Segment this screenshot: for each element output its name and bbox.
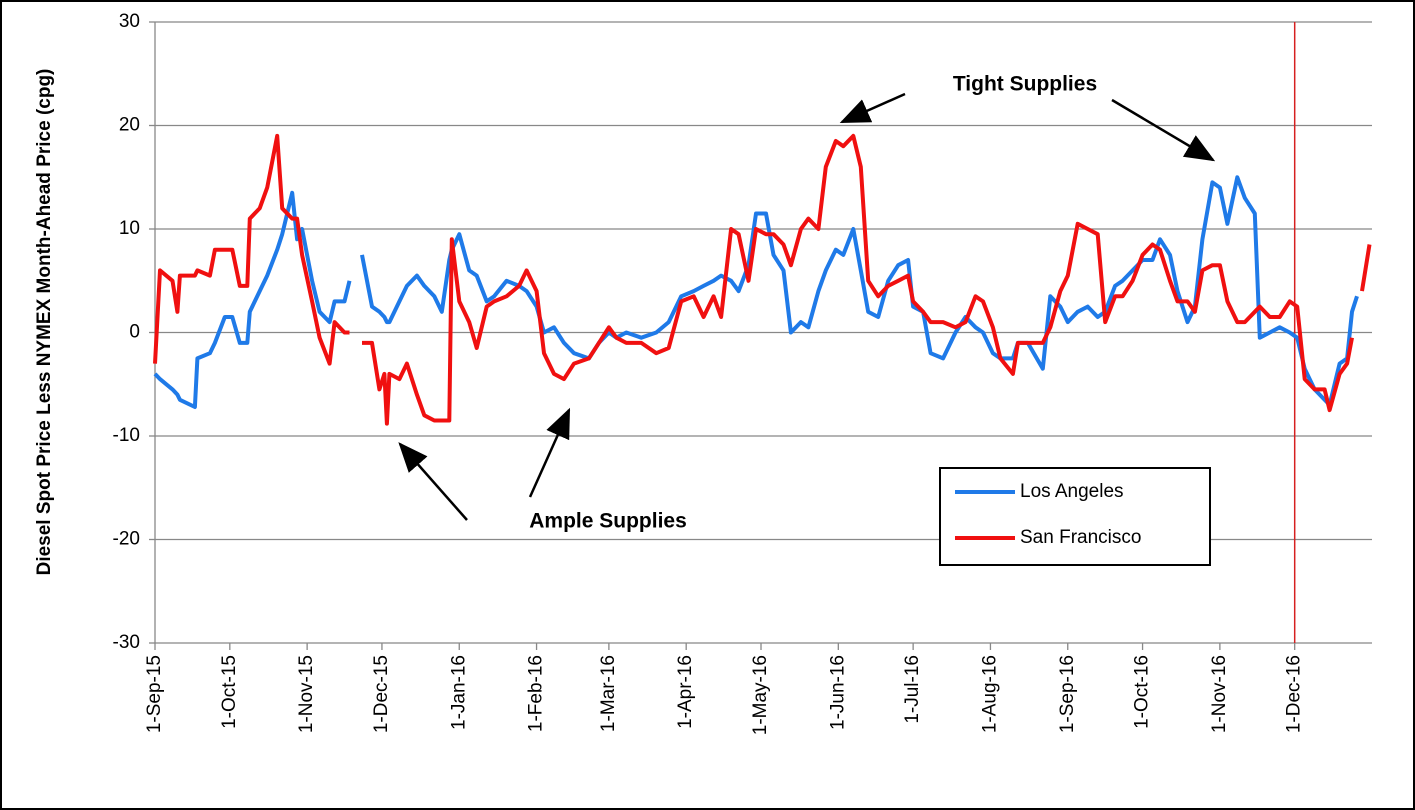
x-tick-label: 1-Mar-16 [598, 655, 619, 732]
legend-box [939, 467, 1211, 566]
legend-label: San Francisco [1020, 527, 1141, 548]
x-tick-label: 1-Nov-15 [296, 655, 317, 733]
y-tick-label: -10 [113, 425, 140, 446]
y-tick-label: -20 [113, 529, 140, 550]
y-tick-label: -30 [113, 632, 140, 653]
annotation: Ample Supplies [529, 510, 687, 533]
x-tick-label: 1-May-16 [750, 655, 771, 735]
x-tick-label: 1-Jun-16 [827, 655, 848, 730]
arrow [1111, 98, 1216, 162]
x-tick-label: 1-Dec-15 [371, 655, 392, 733]
x-tick-label: 1-Jan-16 [448, 655, 469, 730]
y-tick-label: 10 [119, 218, 140, 239]
x-tick-label: 1-Oct-15 [219, 655, 240, 729]
y-tick-label: 30 [119, 11, 140, 32]
legend-label: Los Angeles [1020, 481, 1124, 502]
y-axis-label: Diesel Spot Price Less NYMEX Month-Ahead… [34, 68, 55, 576]
y-tick-label: 20 [119, 115, 140, 136]
annotation: Tight Supplies [953, 73, 1097, 96]
x-tick-label: 1-Jul-16 [902, 655, 923, 724]
series-line [155, 177, 1370, 407]
x-tick-label: 1-Aug-16 [979, 655, 1000, 733]
y-tick-label: 0 [129, 322, 140, 343]
arrow [528, 407, 571, 498]
x-tick-label: 1-Feb-16 [526, 655, 547, 732]
x-tick-label: 1-Sep-16 [1057, 655, 1078, 733]
arrow [398, 442, 468, 521]
arrow [839, 92, 906, 124]
x-tick-label: 1-Nov-16 [1209, 655, 1230, 733]
x-tick-label: 1-Oct-16 [1132, 655, 1153, 729]
x-tick-label: 1-Dec-16 [1284, 655, 1305, 733]
x-tick-label: 1-Apr-16 [675, 655, 696, 729]
series-line [153, 133, 1372, 426]
x-tick-label: 1-Sep-15 [144, 655, 165, 733]
